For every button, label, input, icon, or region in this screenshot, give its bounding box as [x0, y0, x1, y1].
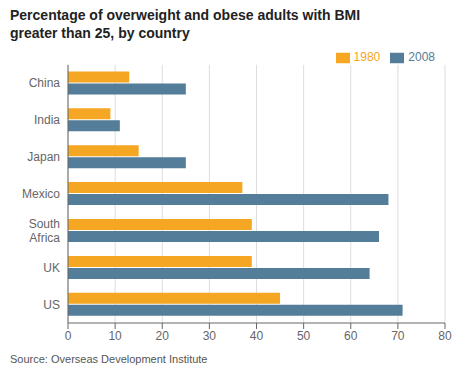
svg-text:0: 0 — [65, 329, 72, 343]
svg-text:Japan: Japan — [27, 150, 60, 164]
svg-text:60: 60 — [344, 329, 358, 343]
svg-text:20: 20 — [156, 329, 170, 343]
svg-text:US: US — [43, 298, 60, 312]
html-text:2008: 2008 — [408, 50, 435, 64]
svg-text:30: 30 — [203, 329, 217, 343]
svg-text:40: 40 — [250, 329, 264, 343]
svg-text:10: 10 — [108, 329, 122, 343]
html-text:Percentage of overweight and o: Percentage of overweight and obese adult… — [10, 7, 361, 41]
svg-text:50: 50 — [297, 329, 311, 343]
svg-text:China: China — [29, 76, 61, 90]
svg-text:80: 80 — [438, 329, 452, 343]
svg-text:India: India — [34, 113, 60, 127]
svg-text:SouthAfrica: SouthAfrica — [29, 217, 61, 245]
html-text:1980: 1980 — [353, 50, 381, 64]
svg-text:70: 70 — [391, 329, 405, 343]
svg-text:Mexico: Mexico — [22, 187, 60, 201]
svg-text:UK: UK — [43, 261, 60, 275]
html-text:Source: Overseas Development I: Source: Overseas Development Institute — [10, 353, 208, 365]
